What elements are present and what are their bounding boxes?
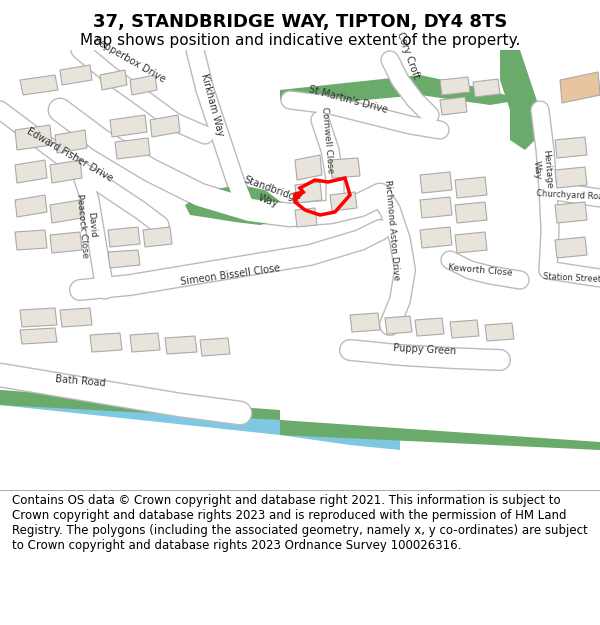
Polygon shape — [130, 333, 160, 352]
Text: Contains OS data © Crown copyright and database right 2021. This information is : Contains OS data © Crown copyright and d… — [12, 494, 588, 552]
Text: Kirkham Way: Kirkham Way — [199, 72, 225, 138]
Text: St Martin's Drive: St Martin's Drive — [307, 84, 389, 116]
Polygon shape — [110, 115, 147, 137]
Polygon shape — [440, 97, 467, 115]
Polygon shape — [60, 65, 92, 85]
Polygon shape — [150, 115, 180, 137]
Polygon shape — [143, 227, 172, 247]
Polygon shape — [455, 177, 487, 198]
Text: Cory Croft: Cory Croft — [395, 30, 421, 80]
Polygon shape — [50, 232, 82, 253]
Text: Edward Fisher Drive: Edward Fisher Drive — [25, 126, 115, 184]
Polygon shape — [15, 195, 47, 217]
Polygon shape — [500, 50, 540, 150]
Polygon shape — [555, 167, 587, 188]
Polygon shape — [473, 79, 500, 97]
Polygon shape — [455, 232, 487, 253]
Polygon shape — [165, 336, 197, 354]
Text: Churchyard Road: Churchyard Road — [536, 189, 600, 201]
Polygon shape — [295, 182, 322, 203]
Polygon shape — [60, 308, 92, 327]
Polygon shape — [440, 77, 470, 95]
Polygon shape — [555, 202, 587, 223]
Text: Bath Road: Bath Road — [55, 374, 106, 388]
Polygon shape — [15, 160, 47, 183]
Polygon shape — [330, 192, 357, 211]
Polygon shape — [108, 250, 140, 268]
Polygon shape — [420, 227, 452, 248]
Polygon shape — [20, 328, 57, 344]
Text: Richmond Aston Drive: Richmond Aston Drive — [383, 179, 401, 281]
Polygon shape — [185, 185, 285, 225]
Text: Heritage
Way: Heritage Way — [530, 149, 553, 191]
Polygon shape — [570, 75, 600, 100]
Polygon shape — [555, 237, 587, 258]
Polygon shape — [0, 390, 280, 420]
Polygon shape — [50, 200, 82, 223]
Polygon shape — [350, 313, 380, 332]
Polygon shape — [555, 137, 587, 158]
Polygon shape — [108, 227, 140, 247]
Polygon shape — [280, 75, 520, 105]
Polygon shape — [420, 172, 452, 193]
Polygon shape — [0, 390, 400, 450]
Text: Cornwell Close: Cornwell Close — [320, 106, 334, 174]
Polygon shape — [115, 138, 150, 159]
Text: Map shows position and indicative extent of the property.: Map shows position and indicative extent… — [80, 32, 520, 48]
Polygon shape — [55, 130, 87, 153]
Polygon shape — [100, 70, 127, 90]
Polygon shape — [20, 75, 58, 95]
Polygon shape — [330, 158, 360, 178]
Polygon shape — [130, 75, 157, 95]
Polygon shape — [90, 333, 122, 352]
Polygon shape — [280, 420, 600, 450]
Polygon shape — [560, 72, 600, 103]
Polygon shape — [295, 208, 317, 227]
Polygon shape — [50, 160, 82, 183]
Polygon shape — [15, 125, 52, 150]
Polygon shape — [450, 320, 479, 338]
Polygon shape — [485, 323, 514, 341]
Text: Keworth Close: Keworth Close — [448, 262, 512, 278]
Polygon shape — [420, 197, 452, 218]
Polygon shape — [455, 202, 487, 223]
Text: Station Street: Station Street — [543, 272, 600, 284]
Text: 37, STANDBRIDGE WAY, TIPTON, DY4 8TS: 37, STANDBRIDGE WAY, TIPTON, DY4 8TS — [93, 12, 507, 31]
Text: Puppy Green: Puppy Green — [393, 343, 457, 357]
Polygon shape — [295, 155, 322, 180]
Polygon shape — [415, 318, 444, 336]
Text: Standbridge
Way: Standbridge Way — [238, 174, 302, 216]
Text: Simeon Bissell Close: Simeon Bissell Close — [179, 263, 280, 287]
Polygon shape — [200, 338, 230, 356]
Polygon shape — [15, 230, 47, 250]
Text: David
Peacock Close: David Peacock Close — [74, 192, 100, 258]
Text: Pepperbox Drive: Pepperbox Drive — [92, 36, 167, 84]
Polygon shape — [20, 308, 57, 327]
Polygon shape — [385, 316, 412, 334]
